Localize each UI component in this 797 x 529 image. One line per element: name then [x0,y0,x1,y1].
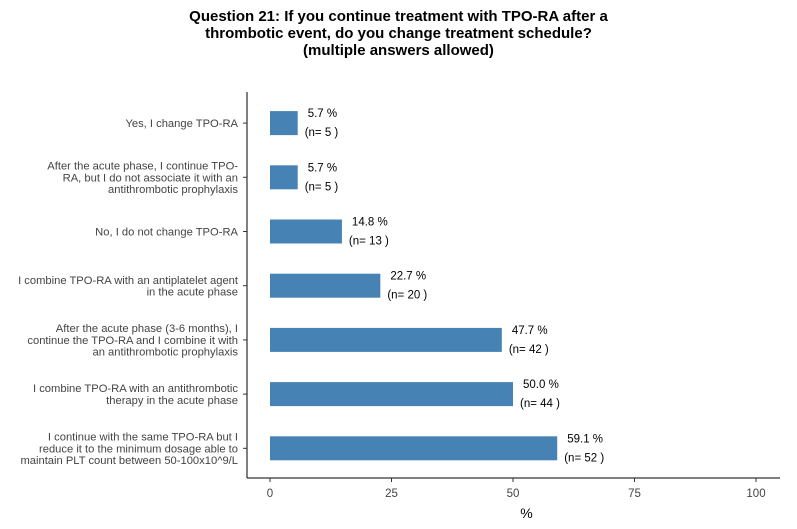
category-label-4-line-1: continue the TPO-RA and I combine it wit… [27,335,238,347]
x-tick-label-3: 75 [628,488,641,500]
bar-3 [270,273,381,298]
chart-title-line-1: Question 21: If you continue treatment w… [189,8,608,25]
x-axis-title: % [520,505,532,521]
value-label-n-6: (n= 52 ) [564,452,604,464]
value-label-pct-2: 14.8 % [352,217,388,229]
value-label-n-5: (n= 44 ) [520,398,560,410]
chart-title: Question 21: If you continue treatment w… [0,8,797,59]
value-label-pct-6: 59.1 % [567,433,603,445]
chart-title-line-3: (multiple answers allowed) [303,42,494,59]
category-label-2-line-0: No, I do not change TPO-RA [95,227,238,239]
bar-1 [270,165,298,190]
x-tick-label-4: 100 [746,488,765,500]
value-label-n-4: (n= 42 ) [509,344,549,356]
category-label-3-line-1: in the acute phase [147,287,238,299]
value-label-pct-4: 47.7 % [512,325,548,337]
category-label-1-line-0: After the acute phase, I continue TPO- [47,161,238,173]
category-label-3-line-0: I combine TPO-RA with an antiplatelet ag… [18,275,239,287]
category-label-4-line-2: an antithrombotic prophylaxis [92,347,238,359]
bar-6 [270,436,558,461]
chart-title-line-2: thrombotic event, do you change treatmen… [205,25,592,42]
value-label-pct-1: 5.7 % [308,162,337,174]
value-label-n-0: (n= 5 ) [305,127,339,139]
bar-4 [270,327,502,352]
category-label-4-line-0: After the acute phase (3-6 months), I [56,323,238,335]
value-label-n-2: (n= 13 ) [349,236,389,248]
bar-2 [270,219,342,244]
category-label-1-line-2: antithrombotic prophylaxis [108,184,238,196]
category-label-5-line-1: therapy in the acute phase [106,395,238,407]
category-label-0-line-0: Yes, I change TPO-RA [125,118,238,130]
x-tick-label-0: 0 [267,488,273,500]
value-label-pct-0: 5.7 % [308,108,337,120]
value-label-n-1: (n= 5 ) [305,181,339,193]
value-label-pct-5: 50.0 % [523,379,559,391]
category-label-5-line-0: I combine TPO-RA with an antithrombotic [33,383,238,395]
bar-0 [270,111,298,136]
bar-5 [270,382,513,407]
value-label-pct-3: 22.7 % [390,271,426,283]
category-label-1-line-1: RA, but I do not associate it with an [63,172,238,184]
category-label-6-line-2: maintain PLT count between 50-100x10^9/L [20,455,238,467]
value-label-n-3: (n= 20 ) [387,290,427,302]
x-tick-label-2: 50 [507,488,520,500]
category-label-6-line-0: I continue with the same TPO-RA but I [48,432,238,444]
category-label-6-line-1: reduce it to the minimum dosage able to [39,443,238,455]
x-tick-label-1: 25 [385,488,398,500]
